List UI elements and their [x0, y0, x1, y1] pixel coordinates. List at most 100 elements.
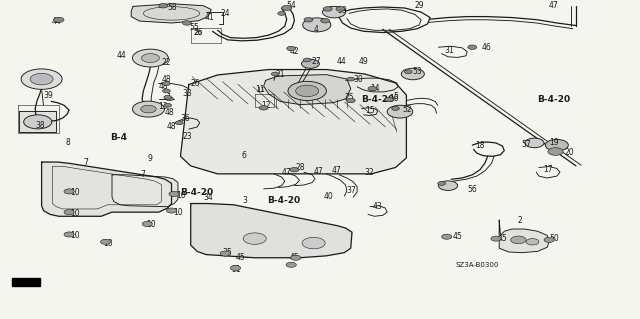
Circle shape — [301, 59, 319, 68]
Text: 52: 52 — [402, 105, 412, 114]
Text: 53: 53 — [413, 67, 422, 76]
Text: 45: 45 — [289, 253, 299, 262]
Circle shape — [526, 239, 539, 245]
Circle shape — [544, 237, 554, 242]
Text: 39: 39 — [44, 91, 53, 100]
Circle shape — [100, 239, 111, 244]
Circle shape — [159, 4, 168, 8]
Text: B-4-20: B-4-20 — [268, 196, 301, 205]
Polygon shape — [12, 278, 40, 286]
Circle shape — [169, 191, 179, 197]
Circle shape — [525, 138, 544, 148]
Text: B-4-20: B-4-20 — [362, 95, 395, 104]
Text: 17: 17 — [543, 165, 552, 174]
Text: 54: 54 — [287, 1, 296, 10]
Circle shape — [163, 89, 170, 93]
Text: 29: 29 — [415, 1, 424, 10]
Text: B-4-20: B-4-20 — [180, 188, 214, 197]
Text: 44: 44 — [51, 17, 61, 26]
Text: 14: 14 — [370, 84, 380, 93]
Circle shape — [385, 97, 394, 102]
Circle shape — [511, 236, 526, 244]
Text: 10: 10 — [173, 208, 182, 217]
Circle shape — [64, 210, 74, 215]
Circle shape — [166, 97, 173, 101]
Text: 45: 45 — [453, 232, 463, 241]
Text: 48: 48 — [165, 108, 175, 117]
Text: 25: 25 — [344, 93, 354, 102]
Circle shape — [303, 18, 331, 32]
Text: 4: 4 — [314, 25, 319, 34]
Text: 45: 45 — [236, 253, 245, 262]
Text: 51: 51 — [232, 265, 241, 274]
Text: 8: 8 — [65, 138, 70, 147]
Circle shape — [166, 208, 177, 213]
Text: 13: 13 — [158, 102, 168, 111]
Text: 10: 10 — [70, 231, 80, 240]
Circle shape — [438, 182, 445, 185]
Text: 16: 16 — [389, 94, 399, 103]
Polygon shape — [42, 162, 172, 216]
Circle shape — [230, 265, 241, 271]
Text: 56: 56 — [467, 185, 477, 194]
Circle shape — [288, 81, 326, 100]
Circle shape — [401, 68, 424, 80]
Circle shape — [24, 115, 52, 129]
Circle shape — [64, 232, 74, 237]
Circle shape — [304, 18, 313, 22]
Circle shape — [164, 95, 172, 99]
Text: 48: 48 — [166, 122, 176, 130]
Text: 33: 33 — [182, 89, 192, 98]
Text: 34: 34 — [204, 193, 213, 202]
Text: 7: 7 — [83, 158, 88, 167]
Polygon shape — [131, 4, 211, 23]
Text: 43: 43 — [372, 202, 382, 211]
Text: 11: 11 — [256, 87, 265, 93]
Circle shape — [142, 221, 152, 226]
Circle shape — [164, 103, 172, 107]
Circle shape — [346, 98, 355, 103]
Text: 6: 6 — [242, 151, 247, 160]
Circle shape — [545, 139, 568, 151]
Polygon shape — [112, 175, 178, 207]
Text: 32: 32 — [365, 168, 374, 177]
Text: 59: 59 — [337, 6, 347, 15]
Text: 22: 22 — [162, 58, 172, 67]
Text: 46: 46 — [481, 43, 491, 52]
Text: 30: 30 — [353, 75, 363, 84]
Text: 12: 12 — [261, 101, 271, 110]
Text: 42: 42 — [289, 47, 299, 56]
Text: 26: 26 — [191, 79, 200, 88]
Text: 49: 49 — [358, 57, 368, 66]
Text: 36: 36 — [180, 114, 190, 122]
Polygon shape — [264, 75, 351, 105]
Text: 24: 24 — [221, 9, 230, 18]
Text: B-4: B-4 — [110, 133, 127, 142]
Text: 47: 47 — [314, 167, 323, 176]
Circle shape — [336, 7, 345, 11]
Text: 21: 21 — [275, 70, 285, 78]
Text: 19: 19 — [549, 138, 559, 147]
Text: 3: 3 — [242, 197, 247, 205]
Text: 38: 38 — [35, 121, 45, 130]
Text: 9: 9 — [147, 154, 152, 163]
Circle shape — [287, 46, 296, 51]
Text: 40: 40 — [323, 192, 333, 201]
Text: 28: 28 — [296, 163, 305, 172]
Circle shape — [286, 262, 296, 267]
Circle shape — [290, 167, 299, 172]
Circle shape — [323, 6, 346, 18]
Text: 5: 5 — [394, 92, 399, 101]
Text: 48: 48 — [159, 82, 168, 91]
Text: 58: 58 — [168, 3, 177, 11]
Circle shape — [141, 105, 156, 113]
Circle shape — [282, 5, 292, 11]
Circle shape — [132, 101, 164, 117]
Text: 1: 1 — [166, 93, 171, 102]
Text: 11: 11 — [255, 85, 264, 94]
Text: 2: 2 — [517, 216, 522, 225]
Text: 7: 7 — [141, 170, 146, 179]
Circle shape — [21, 69, 62, 89]
Polygon shape — [19, 111, 56, 132]
Circle shape — [163, 82, 170, 85]
